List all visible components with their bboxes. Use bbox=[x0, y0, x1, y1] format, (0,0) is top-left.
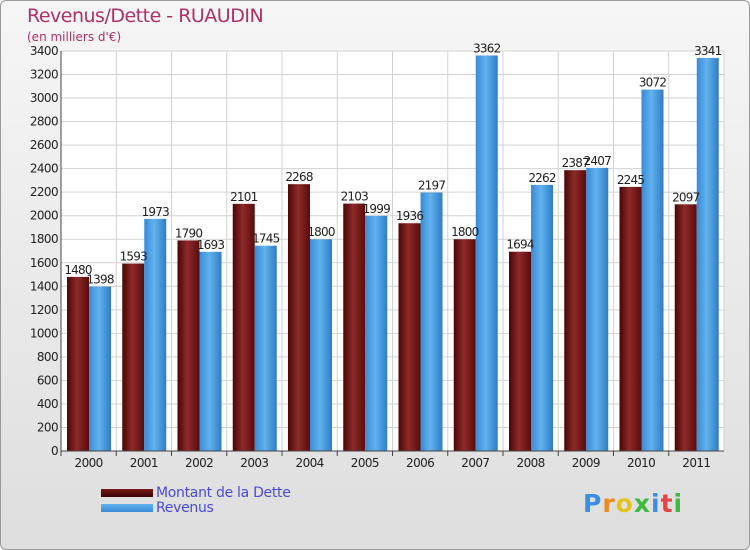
bar-revenus bbox=[310, 239, 332, 451]
data-label-debt: 1593 bbox=[120, 250, 148, 264]
x-tick-label: 2011 bbox=[682, 456, 710, 470]
y-tick-label: 200 bbox=[37, 420, 58, 434]
y-tick-label: 3000 bbox=[30, 91, 58, 105]
logo-letter: i bbox=[673, 489, 684, 518]
bar-revenus bbox=[199, 251, 222, 451]
bar-revenus bbox=[420, 192, 443, 451]
y-tick-label: 2000 bbox=[30, 209, 58, 223]
bar-revenus bbox=[586, 167, 609, 451]
proxiti-logo: Proxiti bbox=[583, 489, 683, 518]
y-tick-label: 3400 bbox=[30, 44, 58, 58]
x-tick-label: 2006 bbox=[406, 456, 434, 470]
legend-label-revenus: Revenus bbox=[156, 500, 214, 516]
y-tick-label: 2400 bbox=[30, 162, 58, 176]
bar-revenus bbox=[641, 89, 664, 452]
legend-label-debt: Montant de la Dette bbox=[156, 485, 291, 501]
y-tick-label: 2200 bbox=[30, 185, 58, 199]
data-label-revenus: 2407 bbox=[584, 154, 612, 168]
data-label-debt: 2387 bbox=[562, 156, 590, 170]
x-tick-label: 2008 bbox=[517, 456, 545, 470]
bar-debt bbox=[619, 186, 642, 451]
x-tick-label: 2010 bbox=[627, 456, 655, 470]
bar-debt bbox=[453, 239, 476, 451]
x-tick-label: 2003 bbox=[240, 456, 268, 470]
logo-letter: t bbox=[660, 489, 674, 518]
bar-revenus bbox=[531, 184, 553, 451]
chart-subtitle: (en milliers d'€) bbox=[27, 30, 122, 44]
bar-revenus bbox=[365, 215, 388, 451]
data-label-revenus: 1745 bbox=[252, 232, 280, 246]
bar-debt bbox=[67, 276, 89, 451]
bar-revenus bbox=[696, 57, 719, 452]
x-tick-label: 2004 bbox=[296, 456, 324, 470]
data-label-debt: 1480 bbox=[64, 263, 92, 277]
y-tick-label: 3200 bbox=[30, 68, 58, 82]
y-tick-label: 1400 bbox=[30, 279, 58, 293]
x-tick-label: 2009 bbox=[572, 456, 600, 470]
data-label-revenus: 3362 bbox=[473, 41, 501, 55]
logo-letter: P bbox=[583, 489, 603, 518]
x-tick-label: 2007 bbox=[461, 456, 489, 470]
y-tick-label: 2600 bbox=[30, 138, 58, 152]
data-label-revenus: 1999 bbox=[363, 202, 391, 216]
data-label-debt: 1936 bbox=[396, 209, 424, 223]
bar-debt bbox=[564, 170, 587, 452]
logo-letter: o bbox=[615, 489, 634, 518]
data-label-revenus: 3341 bbox=[694, 44, 722, 58]
bar-debt bbox=[398, 223, 421, 451]
bar-debt bbox=[232, 203, 255, 451]
data-label-revenus: 1973 bbox=[142, 205, 170, 219]
data-label-revenus: 2197 bbox=[418, 179, 446, 193]
bar-revenus bbox=[89, 286, 111, 451]
bar-revenus bbox=[144, 218, 167, 451]
bar-debt bbox=[674, 204, 697, 451]
data-label-debt: 2101 bbox=[230, 190, 258, 204]
data-label-debt: 2245 bbox=[617, 173, 645, 187]
bar-revenus bbox=[475, 55, 498, 452]
y-tick-label: 1000 bbox=[30, 326, 58, 340]
data-label-debt: 1790 bbox=[175, 226, 203, 240]
logo-letter: r bbox=[602, 489, 616, 518]
x-tick-label: 2002 bbox=[185, 456, 213, 470]
chart-title: Revenus/Dette - RUAUDIN bbox=[27, 5, 264, 27]
bar-debt bbox=[288, 184, 310, 452]
bar-debt bbox=[343, 203, 366, 451]
data-label-revenus: 2262 bbox=[528, 171, 556, 185]
x-tick-label: 2005 bbox=[351, 456, 379, 470]
data-label-debt: 2097 bbox=[672, 190, 700, 204]
y-tick-label: 800 bbox=[37, 350, 58, 364]
y-tick-label: 1600 bbox=[30, 256, 58, 270]
y-tick-label: 400 bbox=[37, 397, 58, 411]
logo-letter: x bbox=[633, 489, 651, 518]
data-label-revenus: 1800 bbox=[307, 225, 335, 239]
data-label-debt: 1800 bbox=[451, 225, 479, 239]
bar-debt bbox=[177, 240, 200, 451]
data-label-revenus: 1693 bbox=[197, 238, 225, 252]
bar-debt bbox=[122, 263, 145, 451]
y-tick-label: 0 bbox=[51, 444, 58, 458]
y-tick-label: 1200 bbox=[30, 303, 58, 317]
legend-swatch-revenus bbox=[101, 504, 153, 512]
data-label-revenus: 3072 bbox=[639, 76, 667, 90]
data-label-debt: 1694 bbox=[506, 238, 534, 252]
x-tick-label: 2001 bbox=[130, 456, 158, 470]
data-label-revenus: 1398 bbox=[86, 273, 114, 287]
y-tick-label: 1800 bbox=[30, 232, 58, 246]
bar-revenus bbox=[254, 245, 277, 451]
legend-swatch-debt bbox=[101, 489, 153, 497]
bar-debt bbox=[509, 251, 531, 451]
y-tick-label: 2800 bbox=[30, 115, 58, 129]
x-tick-label: 2000 bbox=[75, 456, 103, 470]
data-label-debt: 2103 bbox=[341, 190, 369, 204]
y-tick-label: 600 bbox=[37, 373, 58, 387]
logo-letter: i bbox=[651, 489, 661, 518]
data-label-debt: 2268 bbox=[285, 170, 313, 184]
